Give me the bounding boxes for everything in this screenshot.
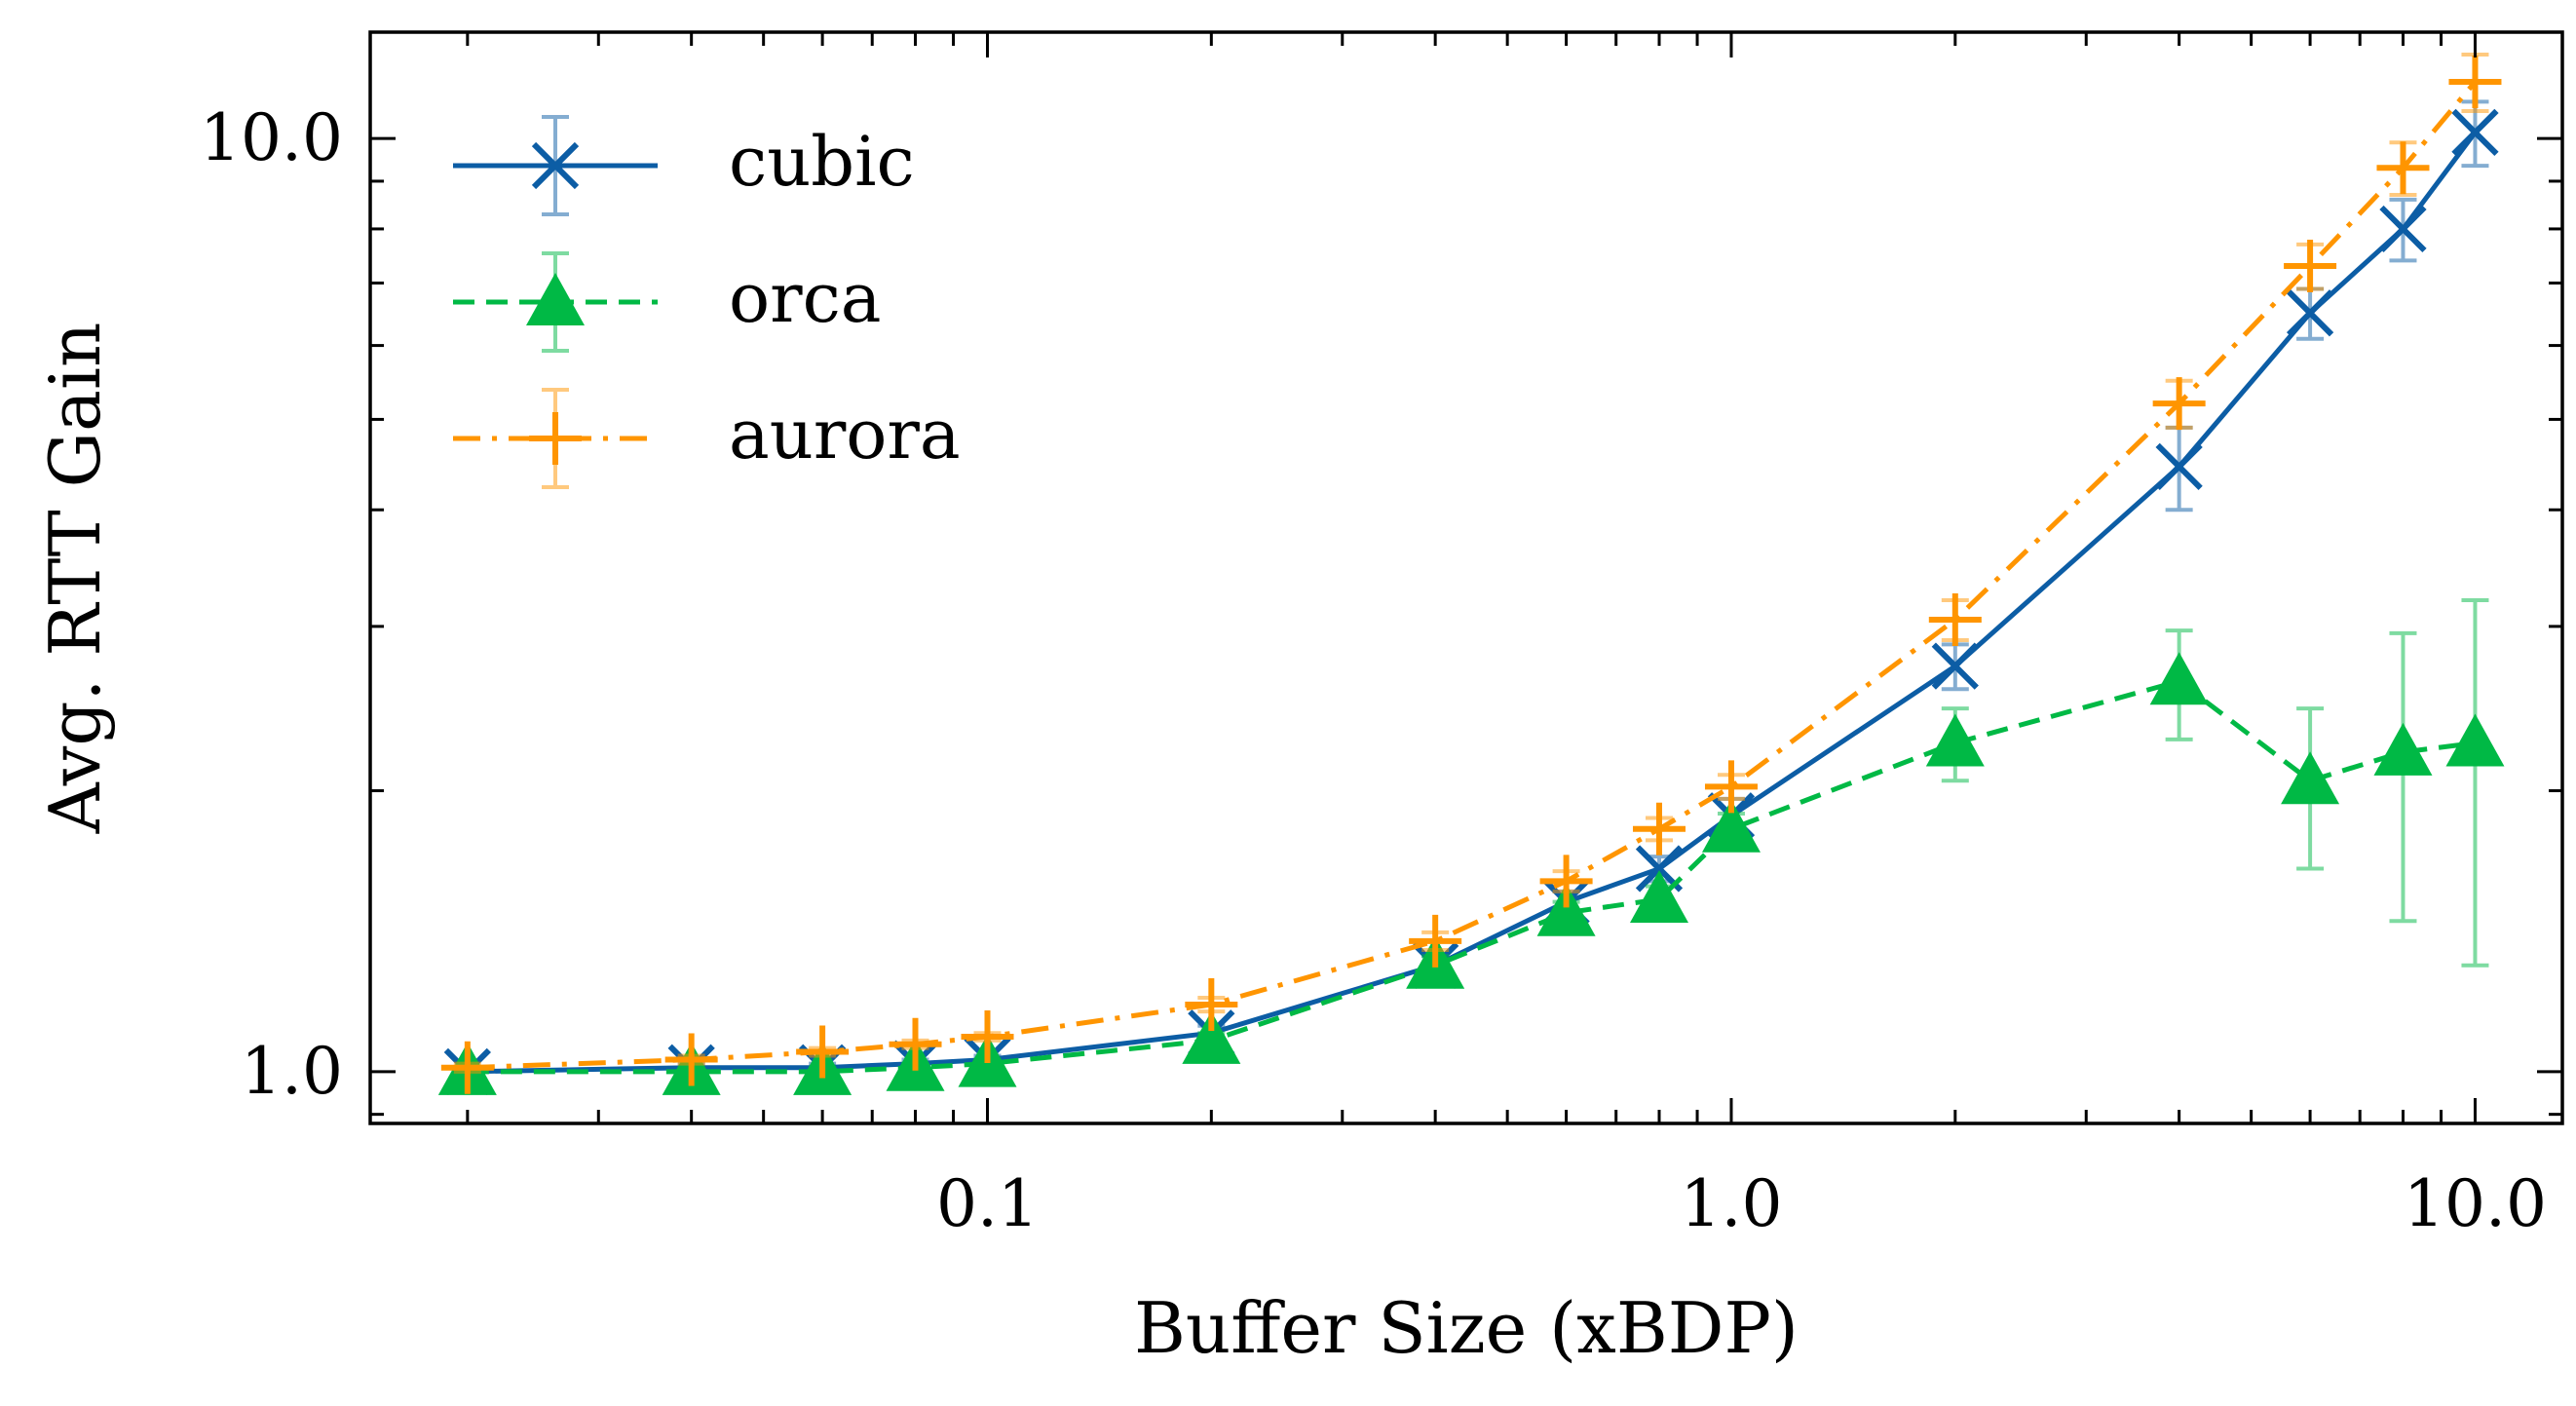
data-point — [2376, 141, 2430, 195]
data-point — [1536, 883, 1596, 936]
data-point — [2445, 713, 2505, 767]
data-point — [1701, 799, 1761, 853]
data-point — [2281, 751, 2340, 805]
error-bar — [2389, 630, 2417, 924]
data-point — [2149, 652, 2209, 705]
data-point — [440, 1041, 494, 1094]
data-point — [2155, 442, 2203, 491]
data-point — [664, 1033, 718, 1086]
legend-marker — [531, 141, 580, 190]
legend-label-orca: orca — [729, 258, 882, 338]
legend-symbol-aurora — [453, 388, 658, 489]
data-point — [1182, 1010, 1241, 1064]
data-point — [1185, 977, 1238, 1031]
data-point — [1704, 760, 1758, 814]
y-tick-label: 1.0 — [241, 1034, 343, 1109]
data-point — [961, 1009, 1014, 1063]
series-orca — [437, 598, 2505, 1095]
data-point — [2448, 55, 2502, 108]
data-point — [2152, 377, 2206, 431]
legend-marker — [526, 273, 585, 325]
data-point — [889, 1017, 942, 1071]
legend-marker — [529, 412, 582, 465]
data-point — [1931, 642, 1979, 690]
series-line — [467, 80, 2478, 1071]
error-bar — [2461, 598, 2489, 968]
data-point — [2379, 205, 2427, 253]
data-point — [2286, 289, 2334, 337]
data-point — [2284, 240, 2337, 293]
data-point — [1925, 713, 1985, 767]
legend-label-cubic: cubic — [729, 122, 915, 202]
x-tick-label: 1.0 — [1680, 1166, 1782, 1241]
data-point — [1632, 802, 1686, 855]
legend: cubic orca aurora — [453, 115, 961, 489]
x-tick-label: 0.1 — [936, 1166, 1039, 1241]
legend-symbol-cubic — [453, 115, 658, 216]
x-axis-title: Buffer Size (xBDP) — [1134, 1287, 1799, 1369]
data-point — [2373, 722, 2433, 776]
axes-frame — [368, 30, 2564, 1125]
y-axis-title: Avg. RTT Gain — [34, 323, 116, 835]
series-cubic — [443, 99, 2499, 1095]
data-point — [2451, 108, 2499, 157]
data-point — [796, 1025, 850, 1079]
series-line — [467, 678, 2476, 1075]
axis-ticks — [370, 32, 2562, 1123]
legend-symbol-orca — [453, 251, 658, 353]
data-point — [1928, 593, 1982, 647]
y-tick-label: 10.0 — [200, 100, 343, 175]
data-point — [1409, 914, 1462, 968]
series-aurora — [440, 53, 2502, 1094]
data-point — [1539, 855, 1593, 908]
x-tick-label: 10.0 — [2404, 1166, 2547, 1241]
plot-area — [437, 53, 2505, 1095]
data-point — [1629, 869, 1688, 923]
legend-label-aurora: aurora — [729, 395, 961, 475]
